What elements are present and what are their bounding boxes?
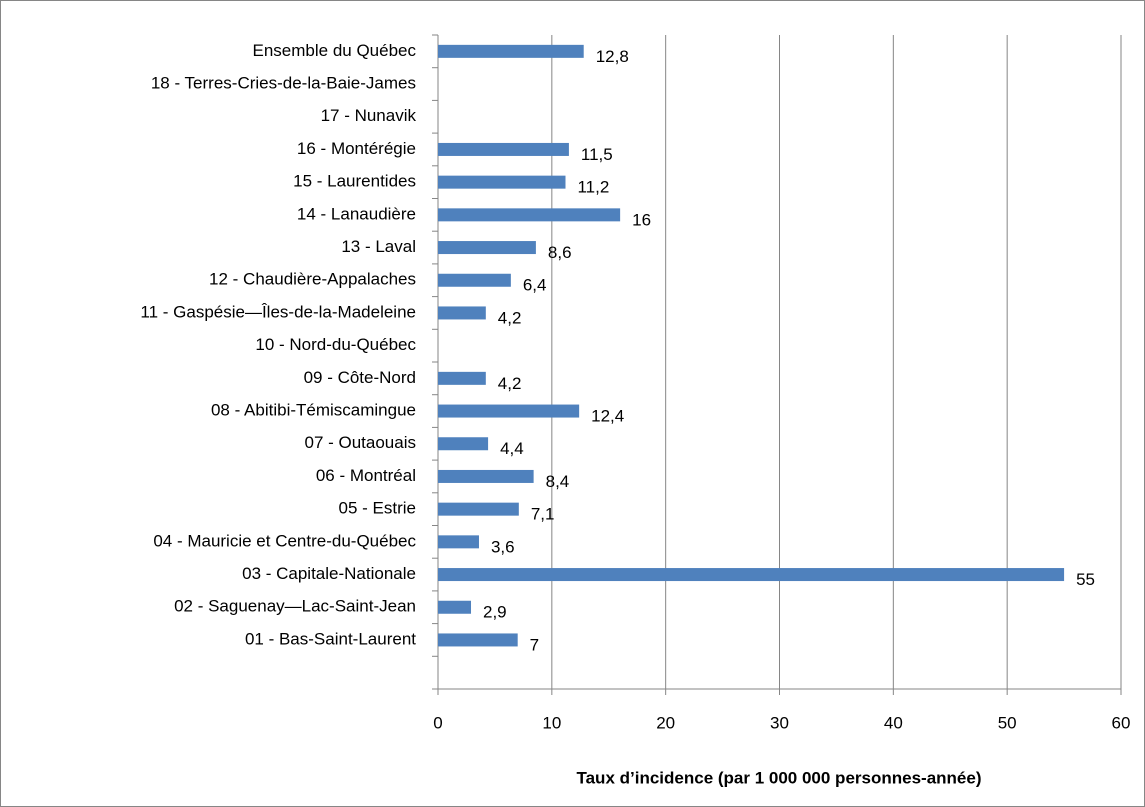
y-tick-label: 08 - Abitibi-Témiscamingue [211, 401, 416, 420]
value-label: 7 [530, 635, 539, 654]
x-tick-label: 50 [998, 713, 1017, 732]
bar [438, 371, 486, 385]
value-label: 11,5 [581, 145, 613, 164]
y-tick-label: 07 - Outaouais [304, 433, 416, 452]
bar [438, 404, 580, 418]
bar [438, 568, 1065, 582]
bar [438, 502, 519, 516]
bar [438, 175, 566, 189]
y-tick-label: 03 - Capitale-Nationale [242, 564, 416, 583]
y-tick-label: 01 - Bas-Saint-Laurent [245, 629, 416, 648]
bar [438, 535, 479, 549]
y-tick-label: 17 - Nunavik [321, 106, 417, 125]
y-tick-label: 06 - Montréal [316, 466, 416, 485]
y-tick-label: 18 - Terres-Cries-de-la-Baie-James [151, 74, 416, 93]
bar [438, 273, 511, 287]
y-tick-label: 11 - Gaspésie—Îles-de-la-Madeleine [140, 302, 416, 321]
y-tick-label: 04 - Mauricie et Centre-du-Québec [153, 531, 416, 550]
bar [438, 437, 489, 451]
bar [438, 142, 569, 156]
bar [438, 44, 584, 58]
value-label: 4,2 [498, 308, 522, 327]
value-label: 3,6 [491, 537, 515, 556]
bar [438, 469, 534, 483]
value-label: 16 [632, 210, 651, 229]
value-label: 7,1 [531, 505, 555, 524]
value-label: 8,4 [546, 472, 570, 491]
x-tick-label: 0 [433, 713, 442, 732]
bar [438, 306, 486, 320]
bar [438, 241, 536, 255]
y-tick-label: 09 - Côte-Nord [304, 368, 416, 387]
value-label: 4,2 [498, 374, 522, 393]
y-tick-label: 15 - Laurentides [293, 172, 416, 191]
value-label: 12,8 [596, 47, 629, 66]
x-tick-label: 40 [884, 713, 903, 732]
x-tick-label: 30 [770, 713, 789, 732]
y-tick-label: 13 - Laval [341, 237, 416, 256]
x-tick-label: 10 [542, 713, 561, 732]
x-tick-label: 60 [1112, 713, 1131, 732]
bar [438, 633, 518, 647]
y-tick-label: 05 - Estrie [339, 499, 416, 518]
bar [438, 600, 472, 614]
y-tick-label: 02 - Saguenay—Lac-Saint-Jean [174, 597, 416, 616]
value-label: 4,4 [500, 439, 524, 458]
y-tick-label: Ensemble du Québec [253, 41, 417, 60]
y-tick-label: 16 - Montérégie [297, 139, 416, 158]
value-label: 6,4 [523, 276, 547, 295]
value-label: 11,2 [577, 178, 609, 197]
y-tick-label: 12 - Chaudière-Appalaches [209, 270, 416, 289]
x-axis-title: Taux d’incidence (par 1 000 000 personne… [576, 768, 981, 787]
value-label: 2,9 [483, 603, 507, 622]
y-tick-label: 10 - Nord-du-Québec [255, 335, 416, 354]
value-label: 55 [1076, 570, 1095, 589]
value-label: 12,4 [591, 407, 624, 426]
y-tick-label: 14 - Lanaudière [297, 204, 416, 223]
bar [438, 208, 621, 222]
value-label: 8,6 [548, 243, 572, 262]
x-tick-label: 20 [656, 713, 675, 732]
